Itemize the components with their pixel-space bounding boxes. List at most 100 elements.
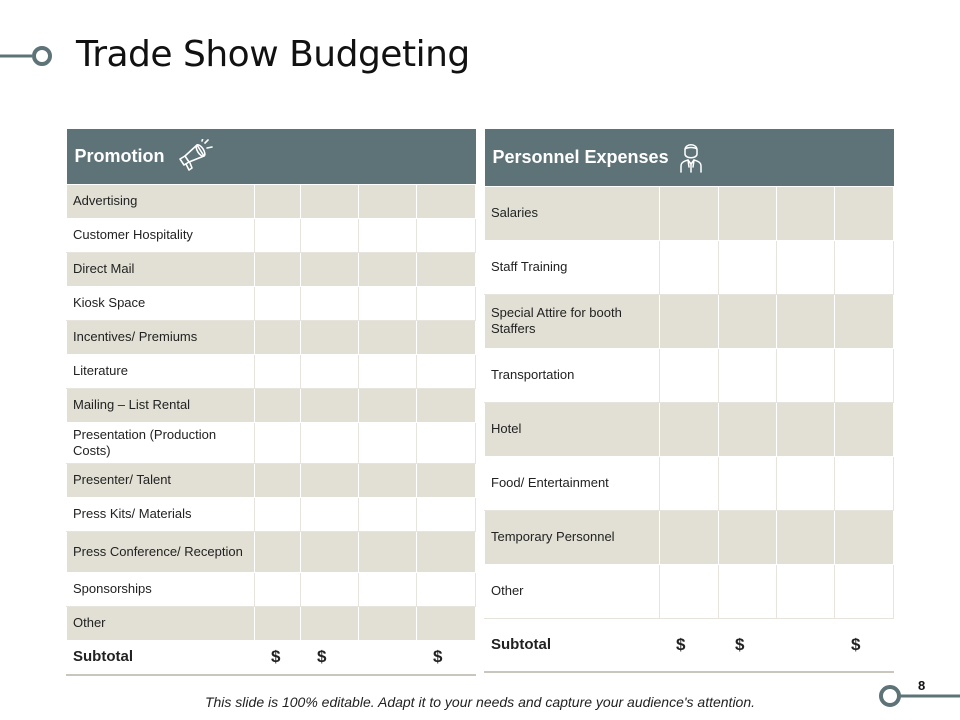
row-label: Mailing – List Rental xyxy=(66,387,255,423)
amount-cell[interactable] xyxy=(254,251,301,287)
amount-cell[interactable] xyxy=(358,571,417,607)
amount-cell[interactable] xyxy=(415,387,477,423)
amount-cell[interactable] xyxy=(300,571,359,607)
amount-cell[interactable] xyxy=(300,530,359,573)
amount-cell[interactable] xyxy=(300,462,359,498)
amount-cell[interactable] xyxy=(776,563,835,619)
amount-cell[interactable] xyxy=(659,185,719,241)
amount-cell[interactable] xyxy=(358,605,417,641)
amount-cell[interactable] xyxy=(358,530,417,573)
amount-cell[interactable] xyxy=(358,387,417,423)
amount-cell[interactable] xyxy=(415,605,477,641)
amount-cell[interactable] xyxy=(358,319,417,355)
amount-cell[interactable] xyxy=(776,185,835,241)
amount-cell[interactable] xyxy=(834,509,894,565)
amount-cell[interactable] xyxy=(415,285,477,321)
amount-cell[interactable] xyxy=(776,293,835,349)
table-row: Presenter/ Talent xyxy=(66,462,477,498)
amount-cell[interactable] xyxy=(718,239,777,295)
amount-cell[interactable] xyxy=(659,455,719,511)
amount-cell[interactable] xyxy=(254,421,301,464)
amount-cell[interactable] xyxy=(415,183,477,219)
promotion-header: Promotion xyxy=(66,129,476,184)
amount-cell[interactable] xyxy=(358,421,417,464)
amount-cell[interactable] xyxy=(415,217,477,253)
amount-cell[interactable] xyxy=(718,455,777,511)
amount-cell[interactable] xyxy=(254,496,301,532)
amount-cell[interactable] xyxy=(776,401,835,457)
amount-cell[interactable] xyxy=(358,251,417,287)
amount-cell[interactable] xyxy=(718,293,777,349)
footer-note: This slide is 100% editable. Adapt it to… xyxy=(204,694,756,710)
amount-cell[interactable] xyxy=(415,353,477,389)
amount-cell[interactable] xyxy=(254,571,301,607)
amount-cell[interactable] xyxy=(659,347,719,403)
table-row: Kiosk Space xyxy=(66,285,477,321)
amount-cell[interactable] xyxy=(659,401,719,457)
amount-cell[interactable] xyxy=(254,387,301,423)
amount-cell[interactable] xyxy=(415,571,477,607)
amount-cell[interactable] xyxy=(834,563,894,619)
amount-cell[interactable] xyxy=(254,319,301,355)
footer-decoration-icon xyxy=(879,685,960,707)
amount-cell[interactable] xyxy=(300,387,359,423)
amount-cell[interactable] xyxy=(300,251,359,287)
amount-cell[interactable] xyxy=(415,496,477,532)
row-label: Sponsorships xyxy=(66,571,255,607)
amount-cell[interactable] xyxy=(254,285,301,321)
amount-cell[interactable] xyxy=(254,462,301,498)
amount-cell[interactable] xyxy=(776,239,835,295)
amount-cell[interactable] xyxy=(415,462,477,498)
amount-cell[interactable] xyxy=(718,563,777,619)
amount-cell[interactable] xyxy=(300,217,359,253)
personnel-heading: Personnel Expenses xyxy=(492,147,669,168)
amount-cell[interactable] xyxy=(834,455,894,511)
amount-cell[interactable] xyxy=(659,293,719,349)
amount-cell[interactable] xyxy=(718,347,777,403)
amount-cell[interactable] xyxy=(358,462,417,498)
amount-cell[interactable] xyxy=(358,217,417,253)
amount-cell[interactable] xyxy=(254,183,301,219)
amount-cell[interactable] xyxy=(415,319,477,355)
row-label: Customer Hospitality xyxy=(66,217,255,253)
amount-cell[interactable] xyxy=(776,509,835,565)
amount-cell[interactable] xyxy=(659,239,719,295)
amount-cell[interactable] xyxy=(834,347,894,403)
amount-cell[interactable] xyxy=(415,251,477,287)
amount-cell[interactable] xyxy=(834,239,894,295)
subtotal-label: Subtotal xyxy=(66,639,255,676)
amount-cell[interactable] xyxy=(358,496,417,532)
table-row: Transportation xyxy=(484,347,894,403)
amount-cell[interactable] xyxy=(300,421,359,464)
amount-cell[interactable] xyxy=(254,217,301,253)
row-label: Staff Training xyxy=(484,239,660,295)
amount-cell[interactable] xyxy=(300,496,359,532)
row-label: Literature xyxy=(66,353,255,389)
amount-cell[interactable] xyxy=(358,285,417,321)
amount-cell[interactable] xyxy=(254,605,301,641)
amount-cell[interactable] xyxy=(718,509,777,565)
amount-cell[interactable] xyxy=(254,353,301,389)
amount-cell[interactable] xyxy=(659,563,719,619)
table-row: Direct Mail xyxy=(66,251,477,287)
amount-cell[interactable] xyxy=(300,285,359,321)
amount-cell[interactable] xyxy=(300,353,359,389)
amount-cell[interactable] xyxy=(718,401,777,457)
amount-cell[interactable] xyxy=(834,185,894,241)
amount-cell[interactable] xyxy=(834,293,894,349)
amount-cell[interactable] xyxy=(300,183,359,219)
row-label: Press Kits/ Materials xyxy=(66,496,255,532)
amount-cell[interactable] xyxy=(659,509,719,565)
amount-cell[interactable] xyxy=(834,401,894,457)
amount-cell[interactable] xyxy=(254,530,301,573)
amount-cell[interactable] xyxy=(415,530,477,573)
amount-cell[interactable] xyxy=(358,183,417,219)
row-label: Salaries xyxy=(484,185,660,241)
amount-cell[interactable] xyxy=(415,421,477,464)
amount-cell[interactable] xyxy=(718,185,777,241)
amount-cell[interactable] xyxy=(358,353,417,389)
amount-cell[interactable] xyxy=(776,455,835,511)
amount-cell[interactable] xyxy=(300,319,359,355)
amount-cell[interactable] xyxy=(300,605,359,641)
amount-cell[interactable] xyxy=(776,347,835,403)
